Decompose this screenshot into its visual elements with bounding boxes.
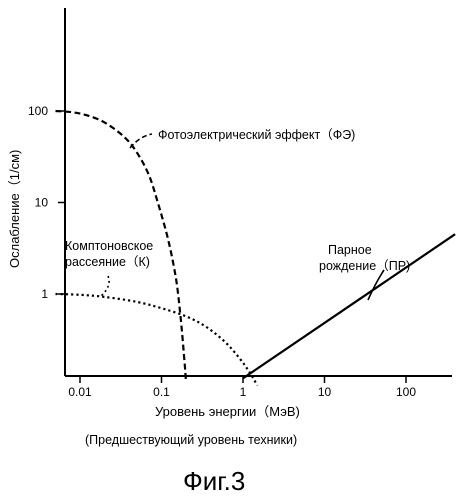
x-tick-label: 100: [396, 385, 416, 399]
pair-annotation-line1: Парное: [328, 243, 372, 257]
compton-annotation-line1: Комптоновское: [65, 239, 153, 253]
y-tick-label: 10: [35, 196, 49, 210]
compton-leader-line: [101, 276, 109, 296]
x-tick-label: 0.1: [153, 385, 170, 399]
pair-annotation-line2: рождение（ПР): [319, 259, 410, 273]
x-tick-label: 10: [318, 385, 332, 399]
caption: (Предшествующий уровень техники): [85, 433, 297, 447]
compton-annotation-line2: рассеяние（К): [65, 255, 150, 269]
y-tick-label: 1: [41, 287, 48, 301]
y-tick-label: 100: [28, 104, 48, 118]
pe-annotation: Фотоэлектрический эффект（ФЭ): [158, 128, 355, 142]
figure-label: Фиг.3: [183, 466, 245, 496]
compton-curve: [56, 294, 258, 386]
x-tick-label: 0.01: [68, 385, 92, 399]
x-tick-label: 1: [240, 385, 247, 399]
y-axis-title: Ослабление（1/см): [7, 150, 22, 268]
x-axis-title: Уровень энергии（МэВ): [155, 404, 300, 419]
axes: [65, 8, 452, 376]
